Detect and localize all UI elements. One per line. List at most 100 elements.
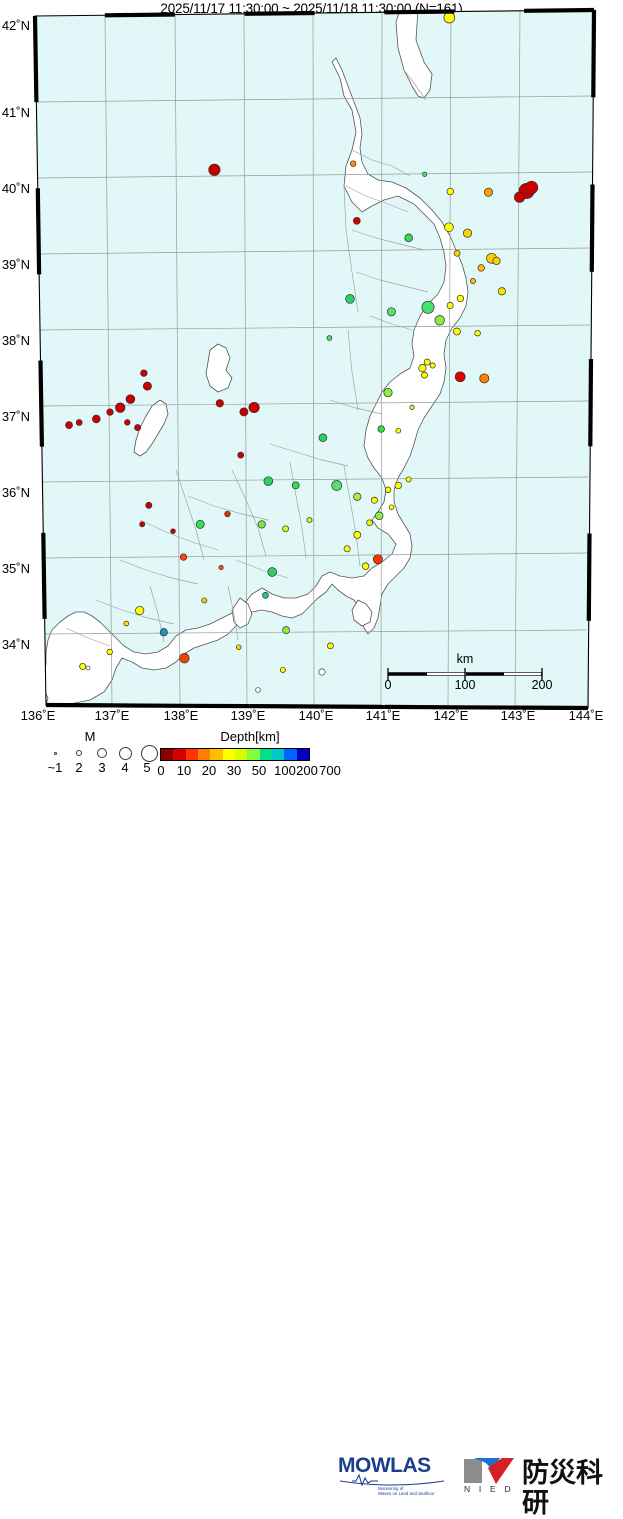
colorbar-segment-9: [272, 749, 284, 760]
map-canvas: [0, 0, 623, 720]
epicenter-marker: [378, 426, 385, 433]
mag-symbol-1: [54, 752, 57, 755]
scale-tick-200: 200: [525, 678, 559, 692]
epicenter-marker: [125, 420, 131, 426]
epicenter-marker: [453, 328, 460, 335]
epicenter-marker: [219, 565, 223, 569]
epicenter-marker: [410, 405, 414, 409]
lat-label-37: 37˚N: [0, 409, 30, 424]
epicenter-marker: [202, 598, 207, 603]
epicenter-marker: [160, 629, 167, 636]
epicenter-marker: [180, 653, 190, 663]
colorbar-segment-8: [260, 749, 272, 760]
depth-colorbar: [160, 748, 310, 761]
epicenter-marker: [283, 627, 290, 634]
epicenter-marker: [444, 12, 455, 23]
depth-legend-title: Depth[km]: [190, 729, 310, 744]
epicenter-marker: [525, 181, 538, 194]
epicenter-marker: [387, 308, 395, 316]
colorbar-segment-5: [223, 749, 235, 760]
epicenter-marker: [463, 229, 471, 237]
epicenter-marker: [354, 493, 361, 500]
epicenter-marker: [457, 295, 464, 302]
colorbar-segment-7: [247, 749, 259, 760]
frame-tick-segment: [35, 16, 36, 102]
epicenter-marker: [135, 425, 141, 431]
epicenter-marker: [171, 529, 176, 534]
epicenter-marker: [283, 526, 289, 532]
frame-tick-segment: [43, 533, 44, 619]
epicenter-marker: [280, 667, 285, 672]
epicenter-marker: [344, 546, 350, 552]
lat-label-42: 42˚N: [0, 18, 30, 33]
epicenter-marker: [76, 420, 82, 426]
epicenter-marker: [475, 330, 481, 336]
colorbar-segment-6: [235, 749, 247, 760]
epicenter-marker: [447, 302, 453, 308]
epicenter-marker: [66, 422, 73, 429]
frame-tick-segment: [524, 10, 594, 11]
mag-symbol-2: [76, 750, 82, 756]
epicenter-marker: [216, 400, 223, 407]
lat-label-38: 38˚N: [0, 333, 30, 348]
lat-label-40: 40˚N: [0, 181, 30, 196]
mag-label-1: ~1: [42, 760, 68, 775]
colorbar-segment-1: [173, 749, 185, 760]
epicenter-marker: [115, 403, 125, 413]
epicenter-marker: [196, 520, 204, 528]
nied-mark-icon: [462, 1456, 516, 1486]
epicenter-marker: [498, 288, 505, 295]
frame-tick-segment: [592, 185, 593, 272]
epicenter-marker: [126, 395, 135, 404]
epicenter-marker: [362, 563, 369, 570]
epicenter-marker: [141, 370, 148, 377]
epicenter-marker: [422, 372, 428, 378]
frame-tick-segment: [38, 188, 39, 274]
epicenter-marker: [319, 434, 327, 442]
mag-symbol-4: [119, 747, 132, 760]
epicenter-marker: [292, 482, 299, 489]
scale-unit-label: km: [445, 652, 485, 666]
epicenter-marker: [478, 265, 485, 272]
scale-tick-100: 100: [448, 678, 482, 692]
epicenter-marker: [385, 487, 391, 493]
epicenter-marker: [389, 505, 394, 510]
nied-logo: N I E D 防災科研: [462, 1456, 612, 1496]
depth-label-700: 700: [313, 763, 347, 778]
epicenter-marker: [209, 164, 220, 175]
epicenter-marker: [430, 363, 435, 368]
epicenter-marker: [373, 555, 382, 564]
epicenter-marker: [371, 497, 377, 503]
magnitude-legend-title: M: [75, 729, 105, 744]
colorbar-segment-2: [186, 749, 198, 760]
epicenter-marker: [454, 250, 460, 256]
epicenter-marker: [238, 452, 244, 458]
epicenter-marker: [470, 278, 475, 283]
epicenter-marker: [327, 643, 333, 649]
frame-tick-segment: [590, 359, 591, 446]
seismicity-map: 42˚N 41˚N 40˚N 39˚N 38˚N 37˚N 36˚N 35˚N …: [0, 0, 623, 720]
epicenter-marker: [422, 301, 434, 313]
epicenter-marker: [354, 531, 361, 538]
epicenter-marker: [236, 645, 241, 650]
frame-tick-segment: [105, 15, 175, 16]
epicenter-marker: [107, 409, 114, 416]
epicenter-marker: [332, 481, 342, 491]
epicenter-marker: [423, 172, 427, 176]
epicenter-marker: [80, 663, 86, 669]
epicenter-marker: [225, 511, 231, 517]
ocean-background: [35, 10, 594, 708]
frame-tick-segment: [384, 12, 454, 13]
epicenter-marker: [455, 372, 465, 382]
epicenter-marker: [384, 388, 392, 396]
frame-tick-segment: [593, 10, 594, 97]
lat-label-41: 41˚N: [0, 105, 30, 120]
epicenter-marker: [480, 374, 489, 383]
mowlas-tagline: Monitoring of Waves on Land and Seafloor: [378, 1486, 446, 1496]
lat-label-34: 34˚N: [0, 637, 30, 652]
mowlas-logo: MOWLAS Monitoring of Waves on Land and S…: [338, 1456, 446, 1494]
epicenter-marker: [406, 477, 411, 482]
lat-label-36: 36˚N: [0, 485, 30, 500]
epicenter-marker: [395, 482, 402, 489]
epicenter-marker: [353, 217, 360, 224]
